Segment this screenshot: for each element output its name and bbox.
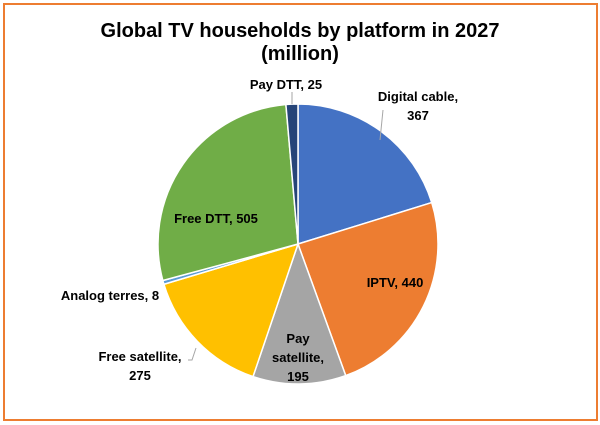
pie-slice-iptv (297, 201, 439, 377)
pie-slice-free-satellite (162, 242, 300, 378)
data-label-free-dtt: Free DTT, 505 (174, 211, 258, 226)
data-label-pay-satellite: 195 (287, 369, 309, 384)
data-label-free-satellite: 275 (129, 368, 151, 383)
pie-slice-free-dtt (157, 103, 299, 282)
chart-border (3, 3, 598, 421)
leader-line (379, 109, 384, 141)
data-label-analog-terres: Analog terres, 8 (61, 288, 159, 303)
data-label-free-satellite: Free satellite, (98, 349, 181, 364)
data-label-iptv: IPTV, 440 (367, 275, 424, 290)
leader-line (188, 347, 197, 361)
pie-slice-pay-satellite (252, 241, 347, 385)
data-label-digital-cable: Digital cable, (378, 89, 458, 104)
chart-title-line-1: Global TV households by platform in 2027 (101, 20, 500, 42)
data-label-pay-dtt: Pay DTT, 25 (250, 77, 322, 92)
data-label-digital-cable: 367 (407, 108, 429, 123)
data-label-pay-satellite: Pay (286, 331, 310, 346)
chart-title-line-2: (million) (261, 43, 339, 65)
pie-slice-pay-dtt (285, 103, 299, 245)
data-label-pay-satellite: satellite, (272, 350, 324, 365)
